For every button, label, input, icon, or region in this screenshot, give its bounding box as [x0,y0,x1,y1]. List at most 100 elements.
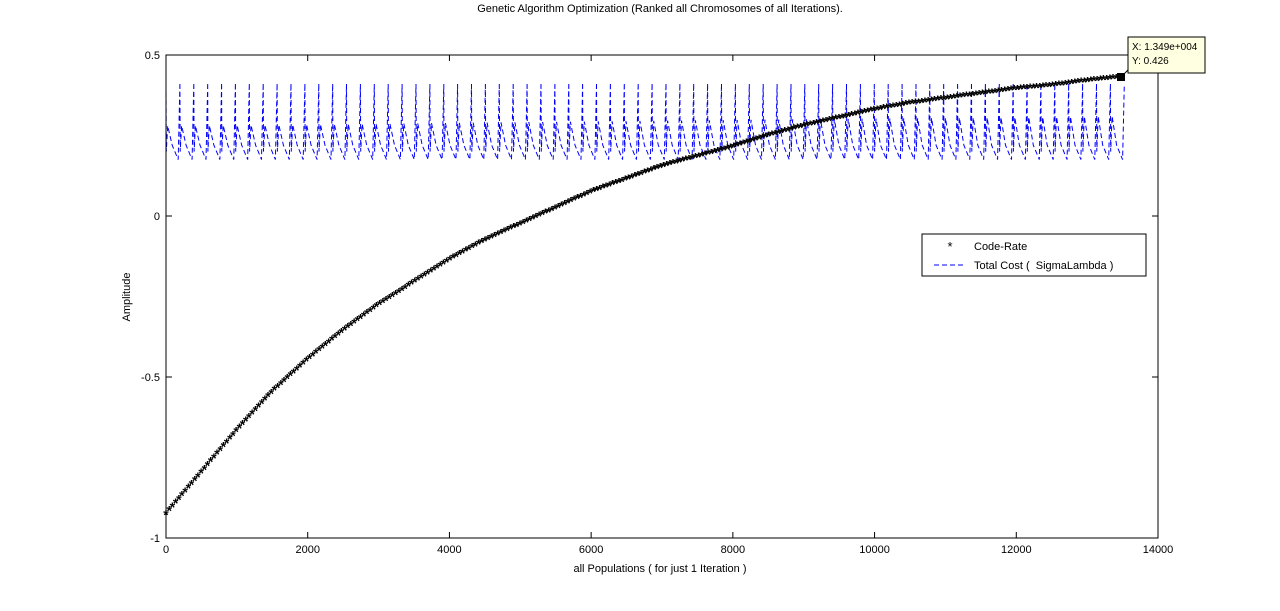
code-rate-marker: * [297,359,303,375]
code-rate-marker: * [667,157,673,173]
code-rate-marker: * [447,252,453,268]
code-rate-marker: * [1005,83,1011,99]
code-rate-marker: * [683,152,689,168]
code-rate-marker: * [275,379,281,395]
code-rate-marker: * [712,144,718,160]
code-rate-marker: * [954,90,960,106]
datatip-marker[interactable] [1117,73,1125,81]
code-rate-marker: * [361,308,367,324]
code-rate-marker: * [562,197,568,213]
code-rate-marker: * [393,286,399,302]
code-rate-marker: * [281,374,287,390]
code-rate-marker: * [504,223,510,239]
code-rate-marker: * [817,115,823,131]
code-rate-marker: * [846,108,852,124]
code-rate-marker: * [680,153,686,169]
code-rate-marker: * [230,427,236,443]
code-rate-marker: * [473,238,479,254]
code-rate-marker: * [884,100,890,116]
code-rate-marker: * [348,317,354,333]
code-rate-marker: * [469,240,475,256]
legend[interactable]: * Code-Rate Total Cost ( SigmaLambda ) [921,233,1147,277]
code-rate-marker: * [948,90,954,106]
code-rate-marker: * [1072,75,1078,91]
code-rate-marker: * [772,126,778,142]
code-rate-marker: * [568,194,574,210]
code-rate-marker: * [495,227,501,243]
code-rate-marker: * [364,306,370,322]
code-rate-marker: * [463,243,469,259]
plot-area[interactable] [166,55,1158,538]
code-rate-marker: * [367,303,373,319]
code-rate-marker: * [355,313,361,329]
code-rate-marker: * [728,140,734,156]
code-rate-marker: * [173,495,179,511]
code-rate-marker: * [329,332,335,348]
code-rate-marker: * [785,123,791,139]
code-rate-marker: * [801,118,807,134]
code-rate-marker: * [425,266,431,282]
datatip[interactable]: X: 1.349e+004 Y: 0.426 [1117,36,1206,81]
code-rate-marker: * [830,112,836,128]
code-rate-marker: * [259,396,265,412]
code-rate-marker: * [434,260,440,276]
y-axis-label: Amplitude [121,273,133,322]
code-rate-marker: * [913,95,919,111]
code-rate-marker: * [881,101,887,117]
code-rate-marker: * [578,189,584,205]
code-rate-marker: * [587,185,593,201]
code-rate-marker: * [635,168,641,184]
code-rate-marker: * [976,87,982,103]
code-rate-marker: * [705,146,711,162]
code-rate-marker: * [661,158,667,174]
chart-title: Genetic Algorithm Optimization (Ranked a… [477,3,843,15]
code-rate-marker: * [214,446,220,462]
code-rate-marker: * [960,89,966,105]
code-rate-marker: * [967,88,973,104]
code-rate-marker: * [457,247,463,263]
code-rate-marker: * [208,454,214,470]
code-rate-marker: * [221,439,227,455]
code-rate-marker: * [791,121,797,137]
code-rate-marker: * [224,435,230,451]
code-rate-marker: * [842,109,848,125]
code-rate-marker: * [1027,80,1033,96]
code-rate-marker: * [552,201,558,217]
code-rate-marker: * [581,188,587,204]
code-rate-marker: * [1088,73,1094,89]
code-rate-marker: * [202,461,208,477]
code-rate-marker: * [868,103,874,119]
code-rate-marker: * [935,92,941,108]
code-rate-marker: * [205,458,211,474]
code-rate-marker: * [492,228,498,244]
code-rate-marker: * [1110,71,1116,87]
code-rate-marker: * [744,135,750,151]
code-rate-marker: * [807,117,813,133]
code-rate-marker: * [980,86,986,102]
code-rate-marker: * [903,97,909,113]
code-rate-marker: * [849,108,855,124]
code-rate-marker: * [555,199,561,215]
code-rate-marker: * [316,343,322,359]
code-rate-marker: * [450,250,456,266]
code-rate-marker: * [265,389,271,405]
code-rate-marker: * [750,133,756,149]
code-rate-marker: * [272,382,278,398]
code-rate-marker: * [406,278,412,294]
code-rate-marker: * [638,166,644,182]
code-rate-marker: * [932,93,938,109]
code-rate-marker: * [380,295,386,311]
code-rate-marker: * [1101,72,1107,88]
code-rate-marker: * [390,288,396,304]
code-rate-marker: * [323,337,329,353]
code-rate-marker: * [1046,78,1052,94]
code-rate-marker: * [358,310,364,326]
code-rate-marker: * [763,129,769,145]
code-rate-marker: * [610,177,616,193]
code-rate-marker: * [256,399,262,415]
code-rate-marker: * [565,195,571,211]
code-rate-marker: * [441,256,447,272]
code-rate-marker: * [527,213,533,229]
code-rate-marker: * [632,169,638,185]
code-rate-marker: * [217,442,223,458]
